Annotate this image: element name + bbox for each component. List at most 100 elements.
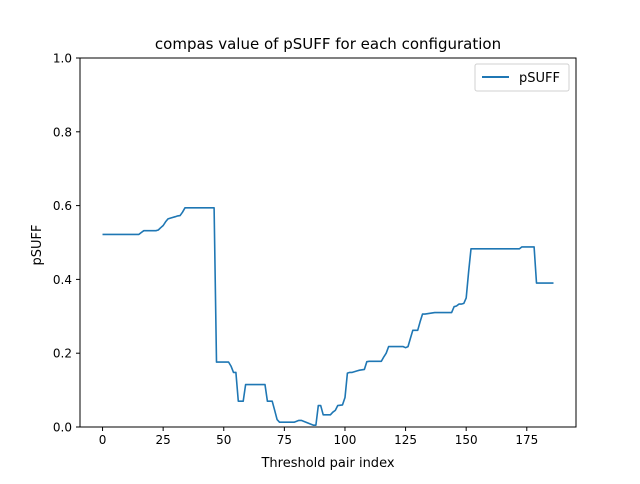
data-point: [264, 384, 266, 386]
data-point: [407, 346, 409, 348]
data-point: [184, 207, 186, 209]
data-point: [359, 369, 361, 371]
data-point: [158, 229, 160, 231]
data-point: [271, 400, 273, 402]
data-point: [165, 221, 167, 223]
axes: 0 25 50 75 100 125 150 175 0.0 0.2 0.4 0.6 0.8 1.0: [53, 52, 577, 447]
data-point: [240, 400, 242, 402]
data-point: [238, 400, 240, 402]
data-point: [162, 225, 164, 227]
data-point: [368, 361, 370, 363]
data-point: [189, 207, 191, 209]
data-point: [470, 248, 472, 250]
data-point: [419, 321, 421, 323]
data-point: [143, 230, 145, 232]
data-point: [102, 234, 104, 236]
x-tick-label: 0: [99, 433, 107, 447]
data-point: [332, 411, 334, 413]
data-point: [538, 282, 540, 284]
y-axis-label: pSUFF: [30, 225, 45, 266]
chart-title: compas value of pSUFF for each configura…: [155, 35, 501, 53]
data-point: [434, 312, 436, 314]
x-tick-label: 175: [515, 433, 538, 447]
data-point: [453, 306, 455, 308]
data-point: [213, 207, 215, 209]
data-point: [451, 312, 453, 314]
y-tick-label: 0.8: [53, 125, 72, 139]
data-point: [347, 372, 349, 374]
data-point: [344, 397, 346, 399]
data-point: [412, 330, 414, 332]
data-point: [444, 312, 446, 314]
x-tick-label: 125: [394, 433, 417, 447]
data-point: [388, 346, 390, 348]
data-point: [320, 405, 322, 407]
data-point: [465, 297, 467, 299]
y-tick-label: 0.4: [53, 273, 72, 287]
data-point: [179, 215, 181, 217]
data-point: [422, 313, 424, 315]
series-line-psuff: [102, 207, 554, 427]
data-point: [356, 370, 358, 372]
data-point: [175, 216, 177, 218]
data-point: [441, 312, 443, 314]
data-point: [170, 217, 172, 219]
data-point: [405, 347, 407, 349]
data-point: [167, 218, 169, 220]
data-point: [216, 361, 218, 363]
legend-box: [474, 63, 570, 92]
data-point: [228, 361, 230, 363]
data-point: [337, 405, 339, 407]
data-point: [318, 405, 320, 407]
data-point: [461, 303, 463, 305]
data-point: [313, 424, 315, 426]
data-point: [177, 215, 179, 217]
data-point: [138, 234, 140, 236]
data-point: [448, 312, 450, 314]
data-point: [218, 361, 220, 363]
data-point: [553, 282, 555, 284]
x-tick-label: 50: [216, 433, 231, 447]
data-point: [245, 384, 247, 386]
data-point: [385, 352, 387, 354]
data-point: [187, 207, 189, 209]
data-point: [519, 248, 521, 250]
data-point: [521, 246, 523, 248]
data-point: [468, 271, 470, 273]
x-axis-label: Threshold pair index: [260, 456, 394, 471]
data-point: [298, 420, 300, 422]
data-point: [463, 303, 465, 305]
data-point: [424, 313, 426, 315]
data-point: [301, 420, 303, 422]
data-point: [402, 346, 404, 348]
data-point: [322, 414, 324, 416]
y-tick-label: 0.2: [53, 347, 72, 361]
data-point: [456, 305, 458, 307]
data-point: [276, 419, 278, 421]
data-point: [230, 365, 232, 367]
data-point: [342, 404, 344, 406]
data-point: [235, 372, 237, 374]
data-point: [141, 232, 143, 234]
x-tick-label: 25: [156, 433, 171, 447]
y-tick-label: 1.0: [53, 52, 72, 66]
data-point: [533, 246, 535, 248]
data-point: [233, 372, 235, 374]
data-point: [182, 211, 184, 213]
data-point: [155, 230, 157, 232]
data-point: [349, 372, 351, 374]
data-point: [160, 227, 162, 229]
legend: pSUFF: [474, 63, 570, 92]
x-tick-label: 150: [455, 433, 478, 447]
data-point: [381, 361, 383, 363]
data-point: [330, 414, 332, 416]
legend-label-psuff: pSUFF: [519, 71, 560, 86]
data-point: [274, 410, 276, 412]
data-point: [315, 424, 317, 426]
data-point: [436, 312, 438, 314]
plot-area: [102, 207, 555, 427]
data-point: [335, 410, 337, 412]
data-point: [242, 400, 244, 402]
